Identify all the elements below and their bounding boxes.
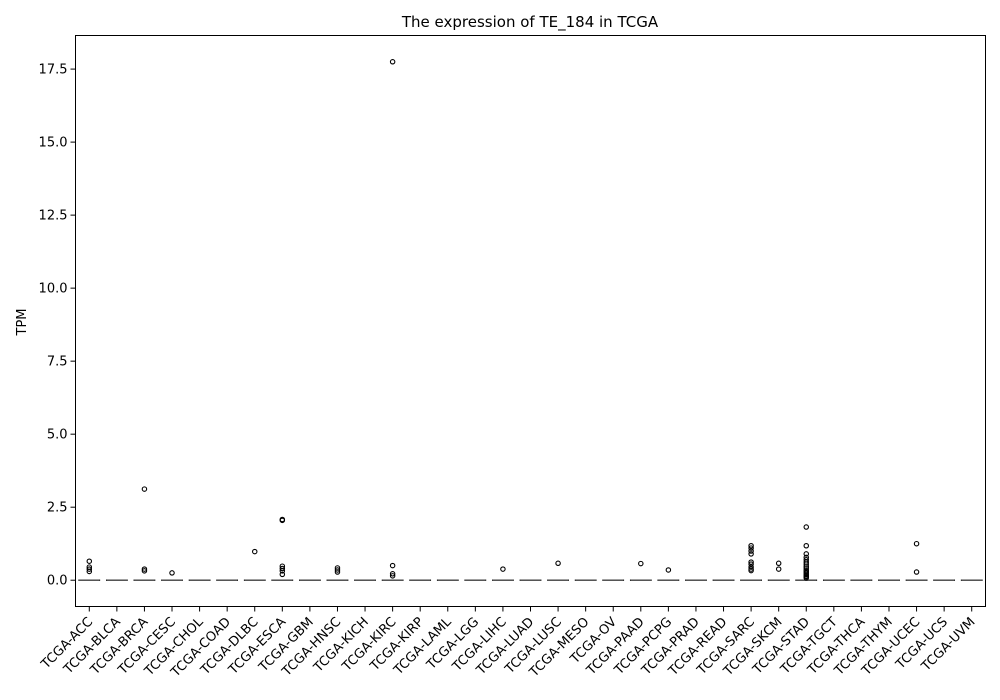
outlier-point [913,569,920,575]
y-tick-label: 0.0 [47,574,68,589]
outlier-point [803,542,810,549]
plot-area-frame [75,35,986,607]
outlier-point [279,517,286,524]
chart-title: The expression of TE_184 in TCGA [401,13,659,32]
outlier-point [169,570,175,576]
outlier-point [913,540,920,547]
outlier-point [803,551,810,557]
outlier-point [389,573,396,579]
y-tick-label: 17.5 [39,63,68,78]
outlier-point [389,59,396,65]
outlier-point [748,548,754,554]
outlier-point [141,566,148,572]
outlier-point [748,561,754,567]
outlier-point [279,568,286,574]
outlier-point [775,560,782,567]
outlier-point [389,562,396,569]
outlier-point [803,575,810,581]
outlier-point [334,569,341,575]
outlier-point [748,564,754,570]
outlier-point [665,567,672,573]
outlier-point [500,566,506,572]
outlier-point [638,560,644,567]
outlier-point [141,486,148,492]
y-tick-label: 7.5 [47,355,68,370]
y-axis-title: TPM [15,309,30,337]
y-tick-label: 12.5 [39,209,68,224]
outlier-point [803,563,810,569]
outlier-point [748,542,754,549]
outlier-point [748,559,754,565]
outlier-point [748,551,754,557]
outlier-point [555,560,561,567]
outlier-point [86,566,93,572]
outlier-series [86,59,920,581]
y-tick-label: 10.0 [39,282,68,297]
outlier-point [748,567,754,574]
box-series [78,579,983,581]
y-axis: 0.0 2.5 5.0 7.5 10.0 12.5 15.0 17.5 [39,63,76,589]
outlier-point [803,524,810,530]
outlier-point [803,565,810,571]
y-tick-label: 2.5 [47,501,68,516]
outlier-point [334,567,341,573]
outlier-point [279,571,286,578]
outlier-point [748,545,754,551]
outlier-point [251,548,258,555]
outlier-point [86,568,93,575]
outlier-point [775,566,782,572]
y-tick-label: 15.0 [39,136,68,151]
y-tick-label: 5.0 [47,428,68,443]
outlier-point [86,558,93,564]
outlier-point [803,561,810,567]
outlier-point [279,565,286,572]
outlier-point [389,571,396,577]
x-axis: TCGA-ACCTCGA-BLCATCGA-BRCATCGA-CESCTCGA-… [38,606,979,681]
outlier-point [141,568,148,574]
